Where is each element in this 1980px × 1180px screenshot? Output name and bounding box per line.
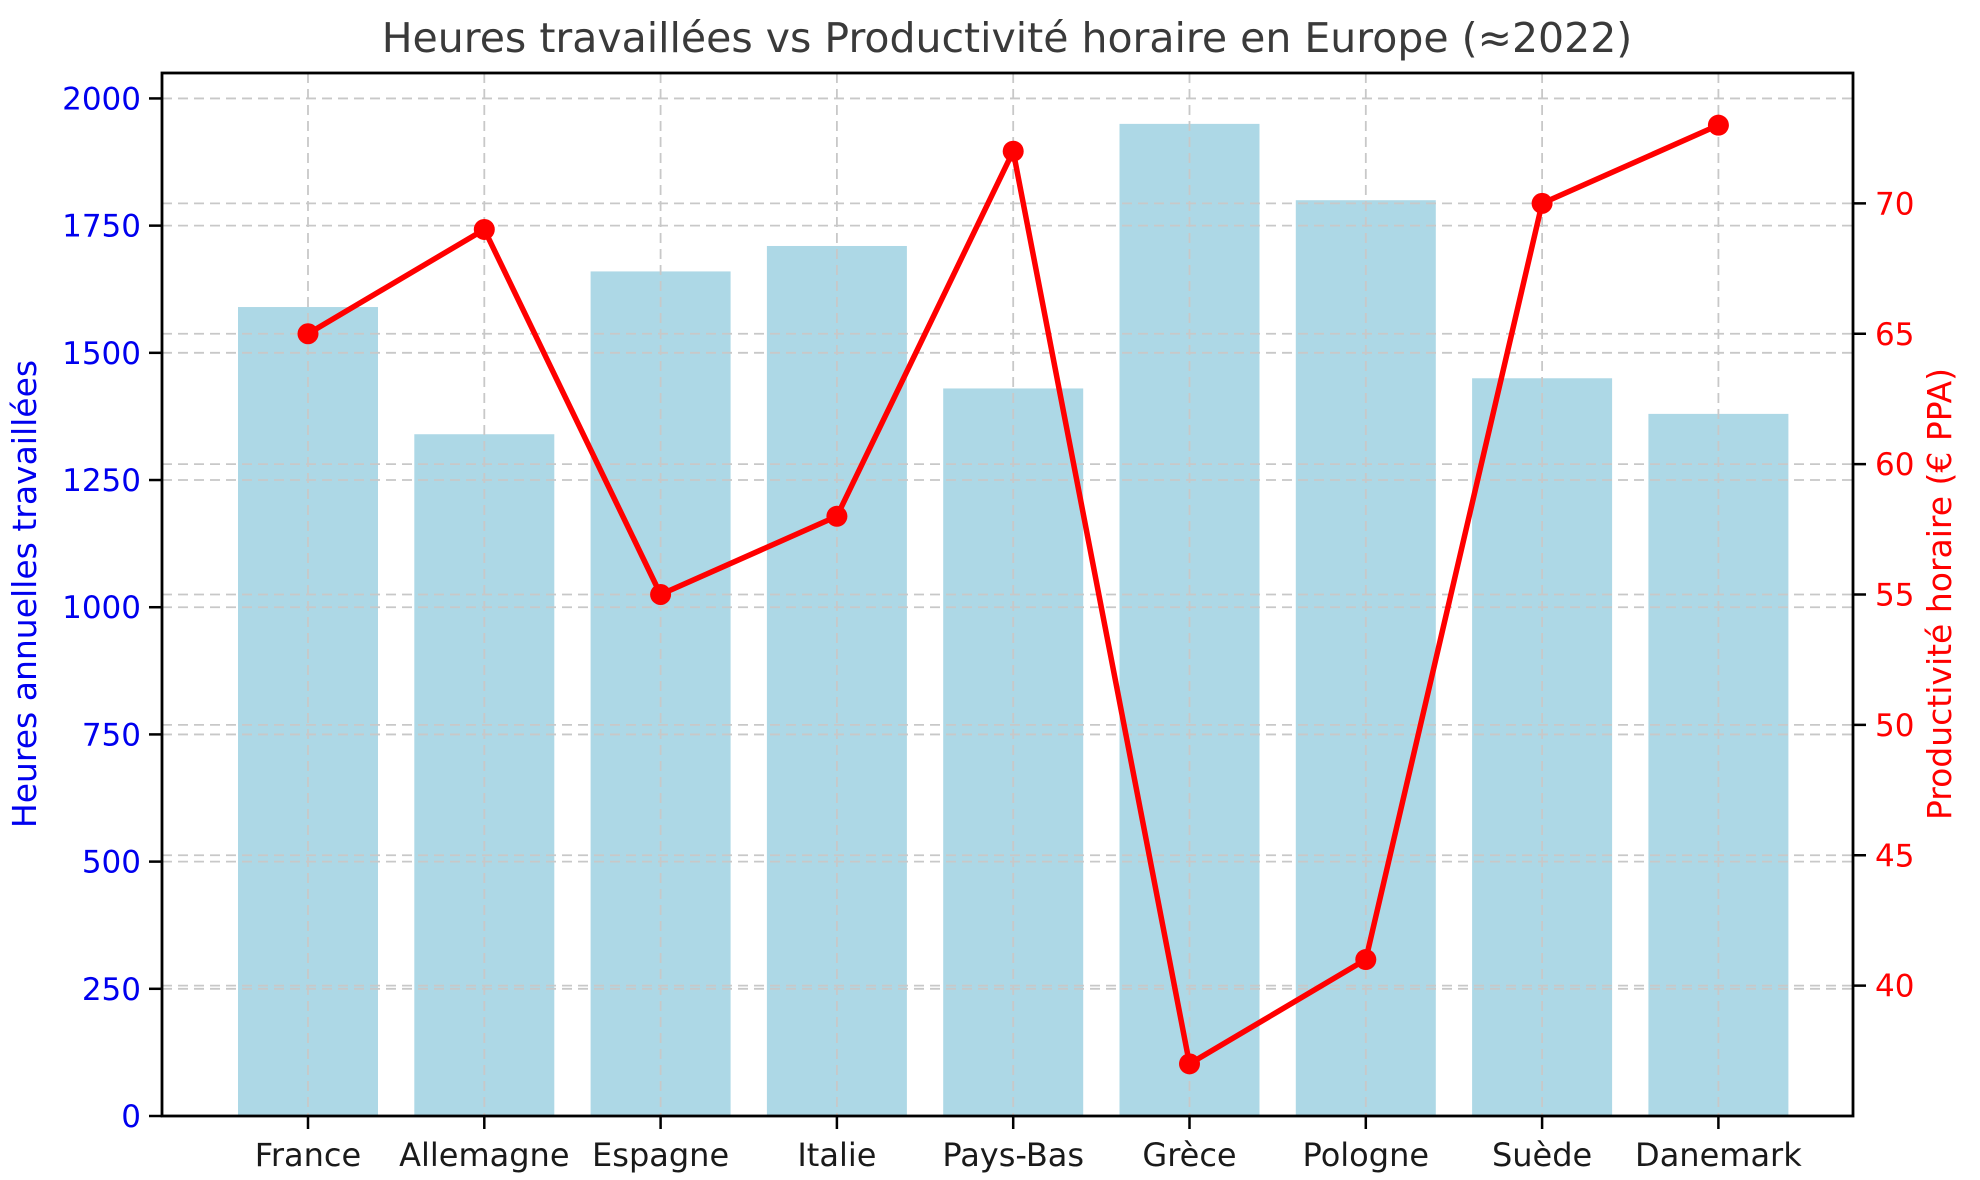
plot-area: 0 250 500 750 1000 1250 1500 1750 2000 40 45 50 55 60…: [62, 71, 1914, 1174]
left-tick-label-2000: 2000: [62, 81, 141, 117]
right-tick-label-60: 60: [1875, 447, 1914, 483]
left-tick-label-1000: 1000: [62, 590, 141, 626]
left-tick-label-250: 250: [82, 972, 141, 1008]
left-tick-label-0: 0: [121, 1099, 141, 1135]
x-tick-label-allemagne: Allemagne: [399, 1136, 569, 1174]
right-tick-label-55: 55: [1875, 578, 1914, 614]
line-marker-pologne: [1355, 949, 1377, 971]
line-marker-gre-ce: [1179, 1053, 1200, 1075]
line-marker-danemark: [1707, 114, 1729, 136]
chart-title: Heures travaillées vs Productivité horai…: [382, 14, 1633, 62]
left-tick-label-500: 500: [82, 845, 141, 881]
x-tick-label-pays-bas: Pays-Bas: [942, 1136, 1084, 1174]
line-marker-allemagne: [473, 218, 495, 240]
x-tick-label-france: France: [255, 1136, 361, 1174]
x-tick-label-italie: Italie: [797, 1136, 876, 1174]
line-marker-pays-bas: [1002, 140, 1024, 162]
x-tick-label-gre-ce: Grèce: [1142, 1136, 1236, 1174]
x-tick-label-pologne: Pologne: [1303, 1136, 1429, 1174]
line-marker-espagne: [650, 584, 672, 605]
line-marker-sue-de: [1531, 192, 1553, 214]
x-tick-label-danemark: Danemark: [1635, 1136, 1802, 1174]
x-tick-label-sue-de: Suède: [1492, 1136, 1592, 1174]
right-tick-label-50: 50: [1875, 708, 1914, 744]
left-tick-label-750: 750: [82, 717, 141, 753]
line-marker-italie: [826, 505, 848, 527]
left-tick-label-1250: 1250: [62, 463, 141, 499]
right-tick-label-40: 40: [1875, 969, 1914, 1005]
right-axis-label: Productivité horaire (€ PPA): [1920, 368, 1959, 820]
right-tick-label-45: 45: [1875, 838, 1914, 874]
left-tick-label-1750: 1750: [62, 209, 141, 245]
bar-allemagne: [414, 434, 555, 1117]
right-tick-label-65: 65: [1875, 317, 1914, 353]
left-axis-label: Heures annuelles travaillées: [5, 360, 44, 828]
right-tick-label-70: 70: [1875, 186, 1914, 222]
x-tick-label-espagne: Espagne: [592, 1136, 729, 1174]
line-marker-france: [297, 323, 319, 345]
left-tick-label-1500: 1500: [62, 336, 141, 372]
